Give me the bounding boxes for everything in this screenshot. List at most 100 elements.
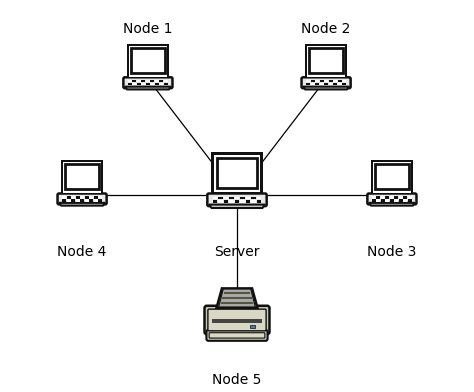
Bar [385,196,390,199]
Bar [84,199,89,201]
Bar [342,83,346,85]
Bar [212,200,218,203]
Bar [159,83,164,85]
Polygon shape [219,289,255,307]
Bar [132,80,137,82]
Bar [399,199,403,201]
Bar [324,80,328,82]
Bar [146,83,150,85]
Text: Node 4: Node 4 [57,245,107,260]
Bar [129,46,166,76]
Bar [394,196,398,199]
Bar [375,164,409,189]
Text: Server: Server [214,245,260,260]
FancyBboxPatch shape [208,309,266,331]
Bar [128,80,132,82]
Polygon shape [303,87,349,89]
Bar [224,200,228,203]
Bar [333,83,337,85]
Bar [67,196,71,199]
Bar [71,196,75,199]
Bar [164,80,168,82]
FancyBboxPatch shape [123,77,173,88]
Bar [76,196,80,199]
FancyBboxPatch shape [301,77,351,88]
Bar [306,80,310,82]
Bar [408,196,412,199]
Bar [394,199,398,201]
FancyBboxPatch shape [209,333,265,338]
Polygon shape [59,203,105,206]
Bar [324,83,328,85]
Bar [256,200,262,203]
Bar [328,83,333,85]
Bar [310,80,315,82]
Bar [408,199,412,201]
Bar [80,199,84,201]
Text: Node 2: Node 2 [301,22,351,36]
Bar [229,196,234,200]
Bar [150,80,155,82]
Bar [381,199,385,201]
Bar [376,196,381,199]
Bar [71,199,75,201]
Bar [333,80,337,82]
Bar [218,200,223,203]
Text: Node 3: Node 3 [367,245,417,260]
Bar [319,83,324,85]
Polygon shape [217,289,257,308]
Bar [212,196,218,200]
Bar [229,200,234,203]
Bar [390,196,394,199]
Bar [150,83,155,85]
Bar [137,83,141,85]
Bar [141,83,146,85]
FancyBboxPatch shape [57,194,107,204]
Bar [399,196,403,199]
Bar [67,199,71,201]
Bar [256,196,262,200]
Bar [146,80,150,82]
Text: Node 5: Node 5 [212,373,262,387]
Bar [93,196,98,199]
Bar [240,196,245,200]
Bar [65,164,99,189]
Bar [235,200,239,203]
FancyBboxPatch shape [207,194,267,206]
Bar [80,196,84,199]
Bar [342,80,346,82]
Bar [315,80,319,82]
Text: Node 1: Node 1 [123,22,173,36]
Bar [211,152,263,195]
Bar [89,196,93,199]
Bar [305,44,347,79]
Bar [376,199,381,201]
Bar [251,196,256,200]
Bar [98,199,102,201]
Bar [212,319,262,323]
Bar [250,325,255,328]
Bar [164,83,168,85]
Bar [308,46,345,76]
Bar [328,80,333,82]
Bar [246,196,250,200]
Bar [246,200,250,203]
Bar [137,80,141,82]
Bar [62,199,66,201]
Bar [132,83,137,85]
FancyBboxPatch shape [206,330,268,341]
FancyBboxPatch shape [204,306,270,334]
Bar [155,80,159,82]
Bar [217,158,257,188]
Bar [76,199,80,201]
Bar [373,162,410,193]
Bar [61,160,103,195]
Bar [390,199,394,201]
Bar [141,80,146,82]
Bar [218,196,223,200]
Bar [84,196,89,199]
Polygon shape [369,203,415,206]
Bar [403,199,407,201]
Bar [240,200,245,203]
Bar [371,160,413,195]
